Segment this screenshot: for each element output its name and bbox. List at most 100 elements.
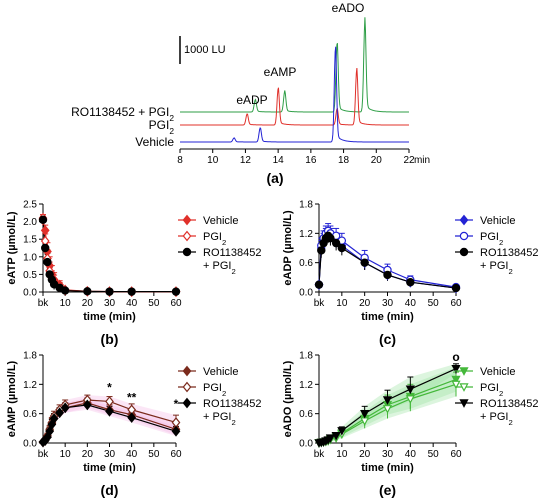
x-axis-title: time (min): [361, 462, 414, 474]
legend-label: Vehicle: [480, 366, 515, 378]
y-tick-label: 1.2: [299, 380, 313, 391]
data-point: [55, 407, 65, 419]
data-point: [105, 287, 114, 296]
x-tick-label: 60: [170, 449, 182, 460]
data-point: [38, 215, 48, 225]
panel-label: (c): [379, 331, 396, 347]
data-point: [405, 395, 415, 404]
x-tick-label: 20: [82, 298, 94, 309]
x-tick-label: 50: [428, 298, 440, 309]
scale-bar-label: 1000 LU: [184, 44, 226, 56]
data-point: [459, 383, 469, 392]
y-tick-label: 0.6: [23, 409, 37, 420]
data-point: [331, 238, 341, 248]
legend-label: Vehicle: [203, 215, 238, 227]
x-tick-label: 14: [273, 155, 285, 166]
y-tick-label: 2.5: [23, 200, 37, 211]
x-tick-label: 12: [240, 155, 252, 166]
x-tick-label: 40: [405, 449, 417, 460]
x-tick-label: 60: [450, 449, 462, 460]
data-point: [459, 231, 469, 241]
legend-label: PGI2: [480, 382, 503, 398]
data-point: [459, 367, 469, 376]
data-point: [451, 380, 461, 390]
data-point: [182, 230, 192, 242]
x-tick-label: 22: [403, 155, 415, 166]
y-tick-label: 0.0: [299, 439, 313, 450]
legend-label: PGI2: [203, 382, 226, 398]
y-tick-label: 0.5: [23, 270, 37, 281]
data-point: [360, 409, 370, 419]
x-tick-label: 50: [148, 298, 160, 309]
error-band: [43, 398, 176, 443]
x-tick-label: 10: [60, 298, 72, 309]
legend-label: + PGI2: [480, 260, 513, 276]
error-band: [43, 395, 176, 443]
legend-label: RO1138452: [203, 398, 262, 410]
data-point: [317, 246, 326, 255]
x-tick-label: 10: [336, 449, 348, 460]
x-tick-label: 20: [371, 155, 383, 166]
series-line: [42, 219, 176, 293]
x-tick-label: 40: [405, 298, 417, 309]
trace-line: [180, 67, 409, 126]
data-point: [459, 214, 469, 226]
data-point: [182, 214, 192, 226]
timecourse-panel: 0.0 0.6 1.2 1.8 bk 10 20 30 40 50 60 time (min) eADP…: [282, 200, 539, 348]
timecourse-panel: 0.0 0.5 1.0 1.5 2.0 2.5 bk 10 20 30 40 50 60 time (mi…: [6, 200, 262, 348]
data-point: [382, 405, 393, 414]
x-tick-label: bk: [38, 449, 50, 460]
legend-label: Vehicle: [480, 215, 515, 227]
data-point: [382, 396, 393, 405]
series-line: [42, 219, 176, 293]
data-point: [105, 396, 114, 407]
data-point: [325, 434, 336, 443]
y-axis-title: eADO (µmol/L): [282, 360, 294, 437]
legend-label: PGI2: [203, 231, 226, 247]
data-point: [451, 364, 461, 374]
data-point: [314, 280, 324, 289]
significance-mark: *: [174, 397, 179, 411]
data-point: [459, 399, 469, 408]
y-tick-label: 1.2: [23, 380, 37, 391]
trace-label: Vehicle: [135, 135, 174, 149]
data-point: [406, 278, 415, 287]
series-line: [42, 218, 176, 293]
peak-label: eAMP: [264, 65, 297, 79]
x-tick-label: 8: [177, 155, 183, 166]
data-point: [451, 283, 461, 293]
x-tick-label: 20: [359, 449, 371, 460]
data-point: [43, 257, 52, 267]
data-point: [41, 243, 50, 253]
x-tick-label: 10: [336, 298, 348, 309]
significance-mark: *: [107, 381, 112, 395]
data-point: [337, 243, 347, 253]
x-tick-label: 30: [104, 298, 116, 309]
data-point: [171, 425, 181, 437]
data-point: [182, 397, 192, 409]
trace-label: RO1138452 + PGI2: [71, 105, 174, 123]
x-tick-label: 40: [126, 298, 138, 309]
x-tick-label: 10: [60, 449, 72, 460]
x-tick-label: 30: [382, 449, 394, 460]
data-point: [182, 247, 192, 257]
data-point: [82, 399, 92, 411]
y-tick-label: 0.6: [299, 409, 313, 420]
y-tick-label: 1.8: [299, 200, 313, 211]
data-point: [49, 413, 59, 424]
x-tick-label: bk: [314, 449, 326, 460]
peak-label: eADP: [236, 93, 267, 107]
data-point: [326, 234, 335, 243]
timecourse-panel: 0.0 0.6 1.2 1.8 bk 10 20 30 40 50 60 time (min) eAMP…: [6, 351, 262, 499]
data-point: [451, 375, 461, 385]
data-point: [60, 402, 70, 414]
data-point: [383, 270, 392, 280]
legend-label: RO1138452: [203, 247, 262, 259]
panel-label: (d): [101, 482, 119, 498]
data-point: [127, 412, 137, 423]
significance-mark: o: [452, 350, 459, 364]
y-tick-label: 2.0: [23, 217, 37, 228]
data-point: [360, 258, 369, 267]
